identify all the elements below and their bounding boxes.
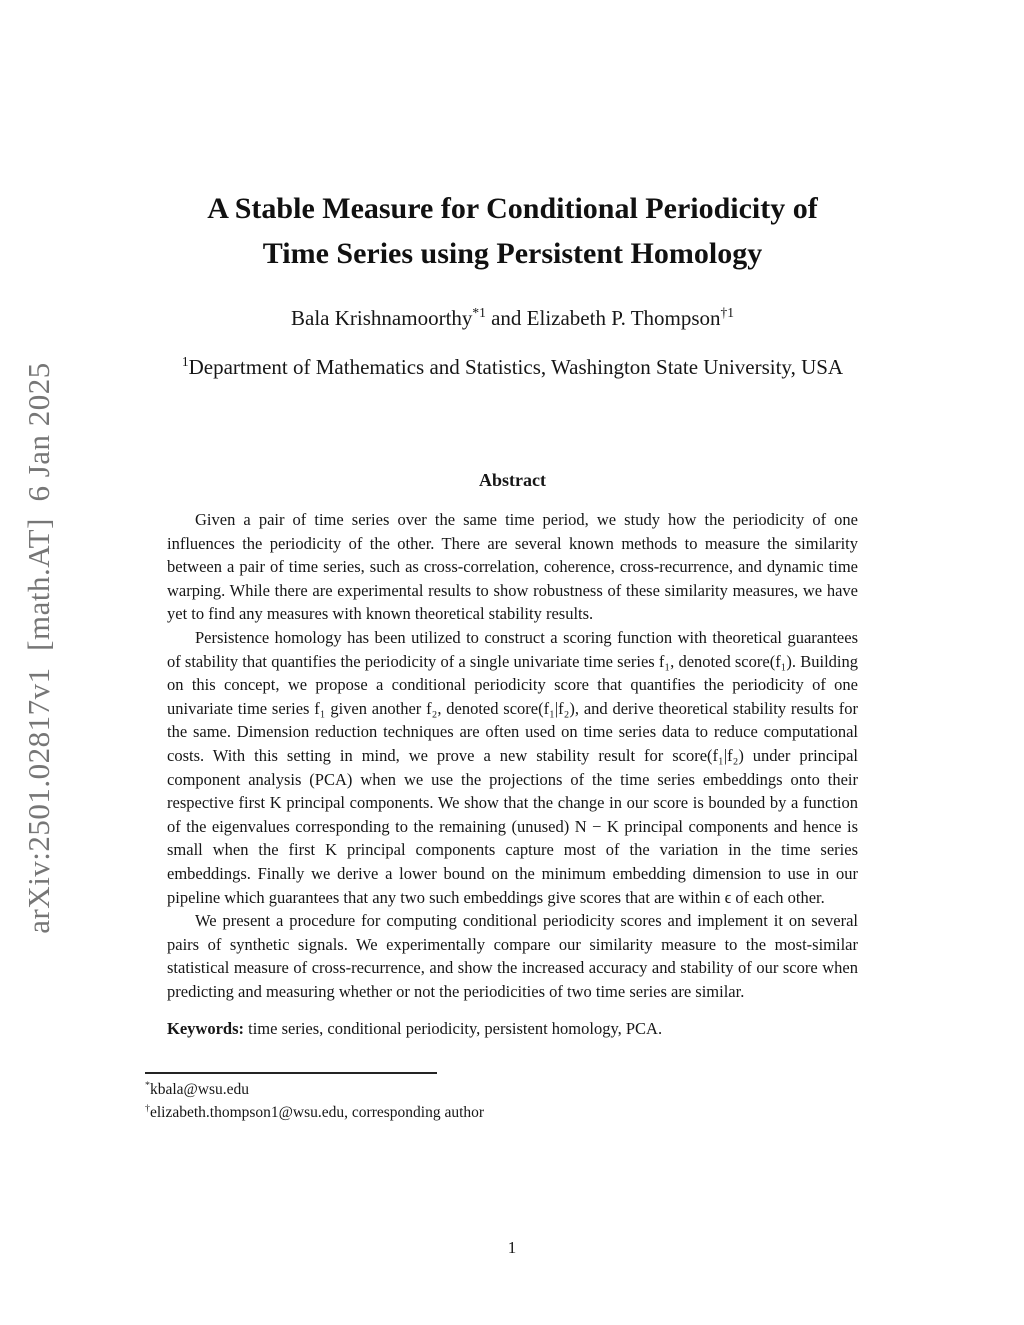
- affiliation-marker: 1: [181, 354, 189, 369]
- abstract-heading: Abstract: [479, 470, 546, 490]
- arxiv-watermark: arXiv:2501.02817v1 [math.AT] 6 Jan 2025: [21, 362, 56, 934]
- footnote-2-text: elizabeth.thompson1@wsu.edu, correspondi…: [149, 1104, 485, 1121]
- keywords-line: Keywords: time series, conditional perio…: [167, 1017, 858, 1041]
- footnote-1-text: kbala@wsu.edu: [149, 1081, 250, 1098]
- page-number: 1: [507, 1238, 517, 1257]
- footnotes: *kbala@wsu.edu †elizabeth.thompson1@wsu.…: [145, 1078, 785, 1124]
- paper-title-line1: A Stable Measure for Conditional Periodi…: [207, 192, 818, 225]
- footnote-1-marker: *: [145, 1079, 150, 1091]
- keywords-label: Keywords:: [167, 1019, 244, 1039]
- affiliation-line: 1Department of Mathematics and Statistic…: [145, 355, 880, 380]
- paper-content: A Stable Measure for Conditional Periodi…: [145, 0, 880, 1041]
- paper-title-line2: Time Series using Persistent Homology: [262, 237, 763, 270]
- footnote-2: †elizabeth.thompson1@wsu.edu, correspond…: [145, 1101, 785, 1124]
- abstract-paragraph-1: Given a pair of time series over the sam…: [167, 510, 858, 624]
- author-line: Bala Krishnamoorthy*1 and Elizabeth P. T…: [145, 306, 880, 331]
- author-2-marker: †1: [720, 305, 734, 320]
- footnote-rule: [145, 1072, 437, 1074]
- affiliation-text: Department of Mathematics and Statistics…: [188, 355, 844, 379]
- authors-separator: and: [485, 306, 527, 330]
- author-1-name: Bala Krishnamoorthy: [291, 306, 473, 330]
- footnote-1: *kbala@wsu.edu: [145, 1078, 785, 1101]
- author-2-name: Elizabeth P. Thompson: [526, 306, 721, 330]
- footnote-2-marker: †: [145, 1102, 150, 1114]
- author-1-marker: *1: [472, 305, 486, 320]
- abstract-paragraph-3: We present a procedure for computing con…: [167, 911, 858, 1001]
- abstract-paragraph-2: Persistence homology has been utilized t…: [167, 627, 858, 907]
- paper-title: A Stable Measure for Conditional Periodi…: [145, 186, 880, 276]
- keywords-text: time series, conditional periodicity, pe…: [244, 1019, 663, 1039]
- abstract-section: Abstract Given a pair of time series ove…: [145, 470, 880, 1041]
